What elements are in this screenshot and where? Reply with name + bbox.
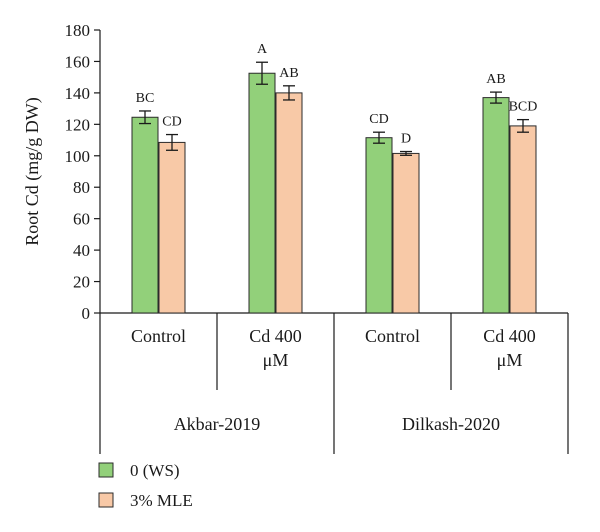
bar-mle bbox=[275, 92, 303, 314]
legend-label: 0 (WS) bbox=[130, 461, 180, 480]
y-tick-label: 180 bbox=[65, 21, 91, 40]
x-category-label: Control bbox=[131, 326, 186, 346]
bar-mle bbox=[509, 125, 537, 314]
y-tick-label: 100 bbox=[65, 147, 91, 166]
legend-swatch bbox=[98, 492, 114, 508]
significance-letter: D bbox=[401, 132, 411, 147]
bar-ws bbox=[482, 97, 510, 314]
x-category-labels: Control Cd 400 μM Control Cd 400 μM Akbar-2019… bbox=[131, 326, 536, 434]
legend-label: 3% MLE bbox=[130, 491, 193, 510]
y-tick-label: 60 bbox=[73, 210, 90, 229]
x-category-label: Cd 400 bbox=[483, 326, 536, 346]
bar-ws bbox=[248, 72, 276, 314]
significance-letter: BCD bbox=[509, 100, 538, 115]
y-tick-label: 0 bbox=[82, 304, 91, 323]
y-tick-label: 40 bbox=[73, 241, 90, 260]
y-tick-label: 140 bbox=[65, 84, 91, 103]
x-category-label-line2: μM bbox=[263, 350, 289, 370]
y-tick-label: 120 bbox=[65, 115, 91, 134]
x-category-label: Control bbox=[365, 326, 420, 346]
y-axis-label: Root Cd (mg/g DW) bbox=[22, 97, 43, 246]
significance-letter: AB bbox=[486, 72, 505, 87]
significance-letter: BC bbox=[136, 91, 155, 106]
axes: 0 20 40 60 80 100 120 140 160 180 bbox=[65, 21, 569, 454]
significance-letters: BC CD A AB CD D AB BCD bbox=[136, 42, 538, 146]
bar-ws bbox=[365, 137, 393, 314]
x-category-label: Cd 400 bbox=[249, 326, 302, 346]
y-tick-label: 80 bbox=[73, 178, 90, 197]
y-tick-label: 160 bbox=[65, 52, 91, 71]
legend: 0 (WS) 3% MLE bbox=[98, 461, 193, 510]
significance-letter: CD bbox=[162, 115, 181, 130]
bar-mle bbox=[158, 141, 186, 314]
bar-mle bbox=[392, 152, 420, 314]
significance-letter: A bbox=[257, 42, 268, 57]
error-bars bbox=[139, 61, 529, 156]
x-group-label: Dilkash-2020 bbox=[402, 414, 500, 434]
significance-letter: CD bbox=[369, 112, 388, 127]
bars bbox=[131, 72, 537, 314]
bar-ws bbox=[131, 116, 159, 314]
x-category-label-line2: μM bbox=[497, 350, 523, 370]
significance-letter: AB bbox=[279, 66, 298, 81]
y-tick-label: 20 bbox=[73, 273, 90, 292]
legend-swatch bbox=[98, 462, 114, 478]
x-group-label: Akbar-2019 bbox=[174, 414, 261, 434]
